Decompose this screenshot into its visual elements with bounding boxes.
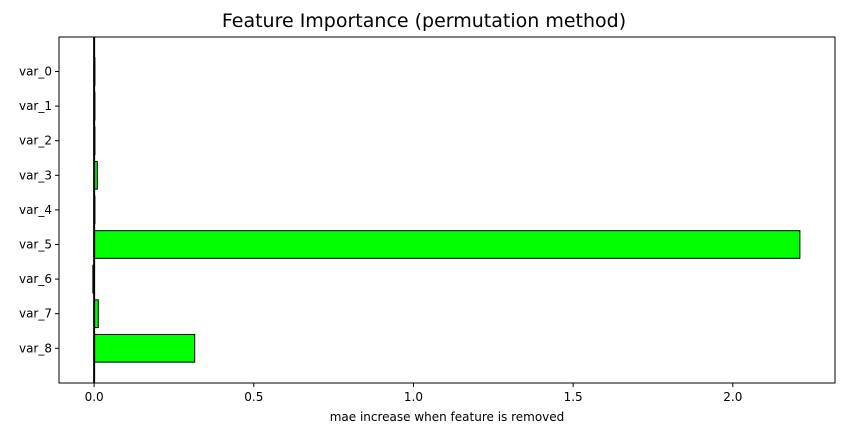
y-tick-label: var_8 bbox=[19, 341, 52, 355]
y-tick-label: var_1 bbox=[19, 99, 52, 113]
x-axis-ticks: 0.0 0.5 1.0 1.5 2.0 bbox=[85, 383, 742, 404]
y-tick-label: var_3 bbox=[19, 168, 52, 182]
y-tick-label: var_4 bbox=[19, 203, 52, 217]
x-tick-label: 0.0 bbox=[85, 390, 104, 404]
x-tick-label: 2.0 bbox=[723, 390, 742, 404]
y-tick-label: var_2 bbox=[19, 134, 52, 148]
bar-var_8 bbox=[93, 333, 196, 363]
x-tick-label: 0.5 bbox=[244, 390, 263, 404]
plot-frame bbox=[58, 36, 836, 384]
y-tick-label: var_0 bbox=[19, 65, 52, 79]
y-axis-ticks: var_0 var_1 var_2 var_3 var_4 var_5 var_6 var_7… bbox=[19, 65, 59, 355]
x-axis-label: mae increase when feature is removed bbox=[330, 410, 565, 424]
y-tick-label: var_6 bbox=[19, 272, 52, 286]
bars-group bbox=[92, 57, 801, 363]
x-tick-label: 1.0 bbox=[404, 390, 423, 404]
bar-var_5 bbox=[93, 230, 801, 259]
y-tick-label: var_5 bbox=[19, 238, 52, 252]
y-tick-label: var_7 bbox=[19, 307, 52, 321]
x-tick-label: 1.5 bbox=[564, 390, 583, 404]
chart-title: Feature Importance (permutation method) bbox=[222, 10, 626, 32]
